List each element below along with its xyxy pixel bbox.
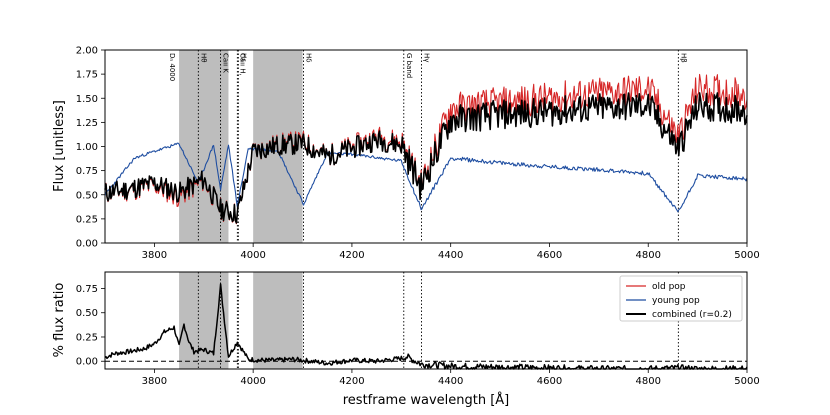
top-x-ticks: 3800 4000 4200 4400 4600 4800 5000 <box>142 243 760 261</box>
top-xtick-label-4400: 4400 <box>438 250 463 261</box>
top-xtick-label-4600: 4600 <box>537 250 562 261</box>
legend-box <box>619 275 743 322</box>
top-ytick-label-2-00: 2.00 <box>76 46 98 57</box>
top-xtick-label-4000: 4000 <box>240 250 265 261</box>
top-series-group <box>104 73 748 225</box>
legend-label-combined: combined (r=0.2) <box>652 310 732 320</box>
feature-label-h: Hβ <box>679 53 687 63</box>
top-ytick-label-0-75: 0.75 <box>76 166 98 177</box>
bottom-xtick-label-4000: 4000 <box>240 376 265 387</box>
x-axis-label: restframe wavelength [Å] <box>343 392 510 408</box>
bottom-y-ticks: 0.00 0.25 0.50 0.75 <box>76 284 105 368</box>
feature-label-g-band: G band <box>405 53 413 78</box>
bottom-xtick-label-4200: 4200 <box>339 376 364 387</box>
top-y-axis-label: Flux [unitless] <box>52 100 67 192</box>
legend-label-old-pop: old pop <box>652 282 686 292</box>
feature-label-h: Hγ <box>423 53 431 62</box>
top-xtick-label-4200: 4200 <box>339 250 364 261</box>
feature-label-ca-h: Caıı H, <box>238 53 246 76</box>
top-series-young-pop <box>104 142 748 213</box>
top-ytick-label-0-00: 0.00 <box>76 239 98 250</box>
feature-label-h: Hδ <box>305 53 313 63</box>
legend-label-young-pop: young pop <box>652 296 700 306</box>
top-ytick-label-1-50: 1.50 <box>76 94 98 105</box>
bottom-ytick-label-0-25: 0.25 <box>76 332 98 343</box>
band-label-dn4000: Dₙ 4000 <box>168 53 176 81</box>
top-feature-lines <box>197 50 679 243</box>
top-ytick-label-1-25: 1.25 <box>76 118 98 129</box>
bottom-xtick-label-4400: 4400 <box>438 376 463 387</box>
top-ytick-label-0-25: 0.25 <box>76 214 98 225</box>
top-feature-labels: Hθ Caıı K Caıı H,Hε Hδ G band Hγ Hβ Dₙ 4000 <box>168 53 687 81</box>
top-xtick-label-5000: 5000 <box>734 250 759 261</box>
bottom-band-1 <box>253 272 303 369</box>
bottom-y-axis-label: % flux ratio <box>52 283 67 358</box>
feature-label-h: Hθ <box>199 53 207 63</box>
bottom-ytick-label-0-50: 0.50 <box>76 308 98 319</box>
feature-label-ca-k: Caıı K <box>222 53 230 73</box>
bottom-xtick-label-3800: 3800 <box>142 376 167 387</box>
top-ytick-label-0-50: 0.50 <box>76 190 98 201</box>
bottom-series-combined-r-0-2 <box>104 283 748 370</box>
bottom-xtick-label-5000: 5000 <box>734 376 759 387</box>
top-ytick-label-1-00: 1.00 <box>76 142 98 153</box>
top-panel: Hθ Caıı K Caıı H,Hε Hδ G band Hγ Hβ Dₙ 4000 0.0… <box>52 46 760 262</box>
feature-label-h: Hε <box>239 53 247 62</box>
bottom-ytick-label-0-00: 0.00 <box>76 357 98 368</box>
bottom-xtick-label-4600: 4600 <box>537 376 562 387</box>
bottom-x-ticks: 3800 4000 4200 4400 4600 4800 5000 <box>142 369 760 387</box>
bottom-series-group <box>104 283 748 370</box>
top-xtick-label-3800: 3800 <box>142 250 167 261</box>
top-xtick-label-4800: 4800 <box>636 250 661 261</box>
top-ytick-label-1-75: 1.75 <box>76 70 98 81</box>
top-series-combined-r-0-2 <box>104 92 748 224</box>
bottom-panel: 0.00 0.25 0.50 0.75 3800 4000 4200 4400 4600 480… <box>52 271 760 408</box>
bottom-frame <box>104 271 748 370</box>
top-y-ticks: 0.00 0.25 0.50 0.75 1.00 1.25 1.50 1.75 2.00 <box>76 46 105 250</box>
legend: old pop young pop combined (r=0.2) <box>619 275 743 322</box>
bottom-ytick-label-0-75: 0.75 <box>76 284 98 295</box>
bottom-xtick-label-4800: 4800 <box>636 376 661 387</box>
